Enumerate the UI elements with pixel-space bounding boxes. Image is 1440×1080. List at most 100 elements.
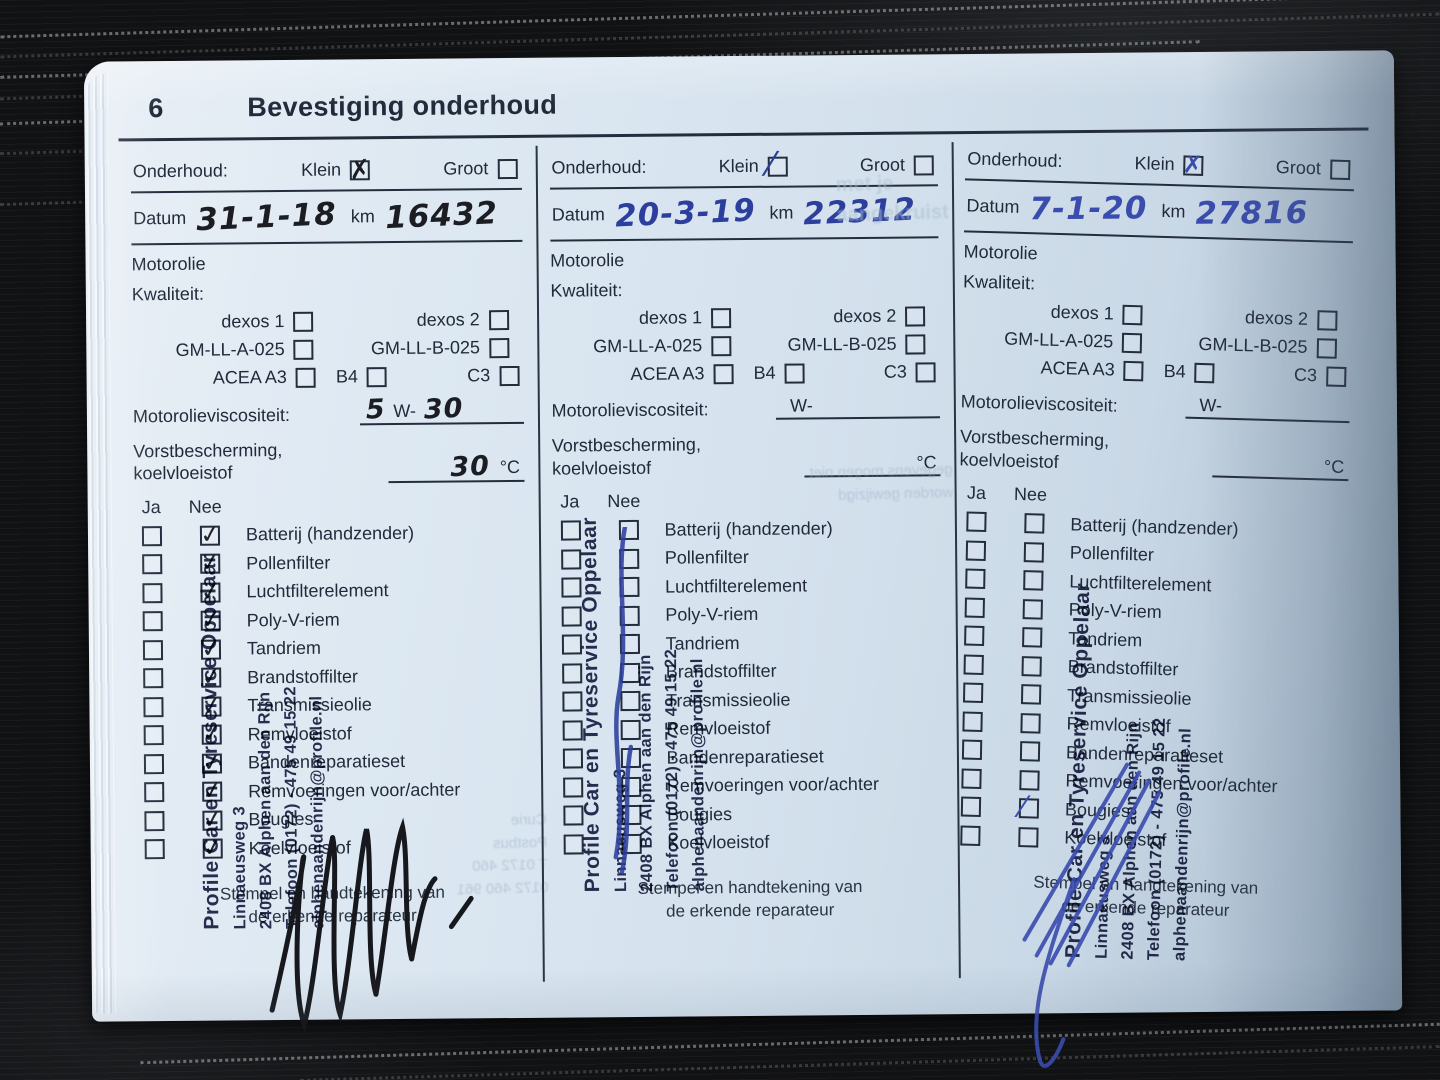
checklist-item-label: Tandriem — [246, 638, 322, 659]
checklist-item-label: Batterij (handzender) — [245, 523, 415, 545]
checklist-item: Transmissieolie — [135, 693, 526, 718]
frost-label-1: Vorstbescherming, — [960, 426, 1110, 451]
dexos1-checkbox — [1122, 304, 1144, 325]
gm-ll-b-checkbox — [488, 337, 510, 358]
onderhoud-row: Onderhoud: Klein Groot — [130, 153, 522, 194]
nee-checkbox — [1020, 741, 1041, 762]
gm-ll-b-checkbox — [905, 333, 926, 355]
checklist-item: Bougies — [136, 807, 527, 832]
nee-checkbox — [619, 605, 640, 626]
checklist-item: Bandenreparatieset — [954, 739, 1343, 771]
checklist-item-label: Koelvloeistof — [667, 831, 770, 853]
checklist-item: Tandriem — [135, 636, 526, 661]
c3-label: C3 — [883, 361, 907, 382]
checklist-item: Pollenfilter — [134, 551, 525, 575]
handwritten-viscosity-second: 30 — [423, 392, 465, 426]
handwritten-date: 7-1-20 — [1029, 190, 1149, 228]
ja-checkbox — [142, 611, 163, 632]
ja-checkbox — [561, 634, 582, 655]
b4-checkbox — [784, 362, 805, 384]
checklist-item-label: Remvoeringen voor/achter — [248, 779, 461, 802]
handwritten-km: 27816 — [1195, 194, 1309, 232]
checklist-item: Bougies — [953, 796, 1342, 828]
dexos1-checkbox — [293, 311, 314, 332]
klein-label: Klein — [301, 159, 342, 180]
w-label: W- — [790, 395, 813, 416]
nee-checkbox — [202, 781, 223, 803]
nee-checkbox — [620, 776, 641, 797]
frost-label-1: Vorstbescherming, — [133, 439, 283, 462]
ja-checkbox — [561, 662, 582, 684]
checklist-item-label: Remvoeringen voor/achter — [666, 773, 879, 796]
dexos1-label: dexos 1 — [1050, 301, 1115, 324]
klein-checkbox-checked — [1183, 154, 1205, 176]
checklist: Batterij (handzender) Pollenfilter Luchtfi… — [552, 517, 944, 855]
ja-checkbox — [562, 805, 584, 826]
gm-ll-a-checkbox — [711, 335, 732, 356]
dexos1-checkbox — [710, 307, 732, 328]
klein-checkbox-checked — [350, 159, 371, 180]
checklist-item-label: Luchtfilterelement — [1069, 570, 1212, 595]
gm-ll-a-label: GM-LL-A-025 — [593, 335, 703, 357]
handwritten-date: 20-3-19 — [614, 192, 757, 235]
ja-checkbox — [965, 539, 987, 561]
service-record-3: Onderhoud: Klein Groot Datum — [951, 138, 1376, 1068]
nee-checkbox — [1023, 570, 1044, 591]
nee-checkbox — [1020, 712, 1042, 734]
b4-checkbox — [1194, 362, 1216, 383]
groot-option: Groot — [443, 158, 518, 180]
ja-checkbox — [560, 548, 581, 570]
viscosity-label: Motorolieviscositeit: — [551, 399, 709, 421]
ja-checkbox — [143, 668, 164, 689]
klein-checkbox-checked — [767, 156, 788, 177]
groot-option: Groot — [1276, 157, 1351, 180]
ja-checkbox — [961, 767, 982, 789]
ja-checkbox — [965, 568, 986, 590]
checklist-item-label: Pollenfilter — [1069, 542, 1155, 565]
checklist-item-label: Remvloeistof — [666, 717, 771, 739]
handwritten-km: 16432 — [384, 195, 499, 236]
kwaliteit-label: Kwaliteit: — [963, 271, 1036, 294]
caption-line-2: de erkende reparateur — [1061, 896, 1230, 920]
datum-label: Datum — [966, 194, 1020, 217]
nee-checkbox — [201, 696, 222, 717]
checklist-item-label: Transmissieolie — [665, 689, 791, 711]
checklist-item: Batterij (handzender) — [552, 517, 941, 541]
nee-checkbox — [619, 690, 641, 712]
ja-checkbox — [962, 710, 984, 732]
c3-checkbox — [1325, 365, 1347, 387]
checklist-item-label: Tandriem — [665, 632, 740, 654]
dexos2-label: dexos 2 — [833, 305, 897, 327]
nee-checkbox — [1019, 769, 1040, 791]
nee-checkbox — [201, 724, 222, 746]
frost-label-2: koelvloeistof — [133, 462, 233, 484]
checklist-item: Poly-V-riem — [957, 596, 1346, 628]
nee-checkbox — [1023, 541, 1045, 563]
klein-label: Klein — [718, 155, 759, 177]
motorolie-label: Motorolie — [131, 253, 206, 275]
km-label: km — [350, 205, 375, 226]
frost-label-2: koelvloeistof — [959, 448, 1060, 472]
dexos1-label: dexos 1 — [638, 307, 703, 328]
checklist-item: Transmissieolie — [955, 682, 1344, 714]
ja-checkbox — [562, 748, 583, 769]
checklist-item: Remvoeringen voor/achter — [136, 779, 527, 803]
ja-checkbox — [142, 640, 164, 661]
checklist-item-label: Poly-V-riem — [665, 603, 759, 625]
nee-checkbox — [199, 525, 221, 546]
stamp-signature-caption: Stempel en handtekening van de erkende r… — [556, 875, 945, 924]
nee-checkbox — [1021, 655, 1043, 677]
klein-option: Klein — [301, 159, 371, 181]
frost-protection-row: Vorstbescherming, koelvloeistof 30 °C — [133, 437, 525, 485]
celsius-label: °C — [499, 457, 521, 478]
checklist-item: Brandstoffilter — [554, 659, 943, 684]
ja-checkbox — [142, 554, 163, 575]
b4-label: B4 — [753, 362, 776, 383]
groot-checkbox — [497, 158, 518, 179]
groot-option: Groot — [860, 154, 935, 176]
dexos2-label: dexos 2 — [1245, 307, 1309, 329]
checklist-item-label: Poly-V-riem — [1068, 599, 1163, 622]
gm-ll-a-checkbox — [1122, 332, 1143, 353]
w-label: W- — [393, 400, 417, 421]
frost-protection-row: Vorstbescherming, koelvloeistof °C — [959, 425, 1349, 482]
